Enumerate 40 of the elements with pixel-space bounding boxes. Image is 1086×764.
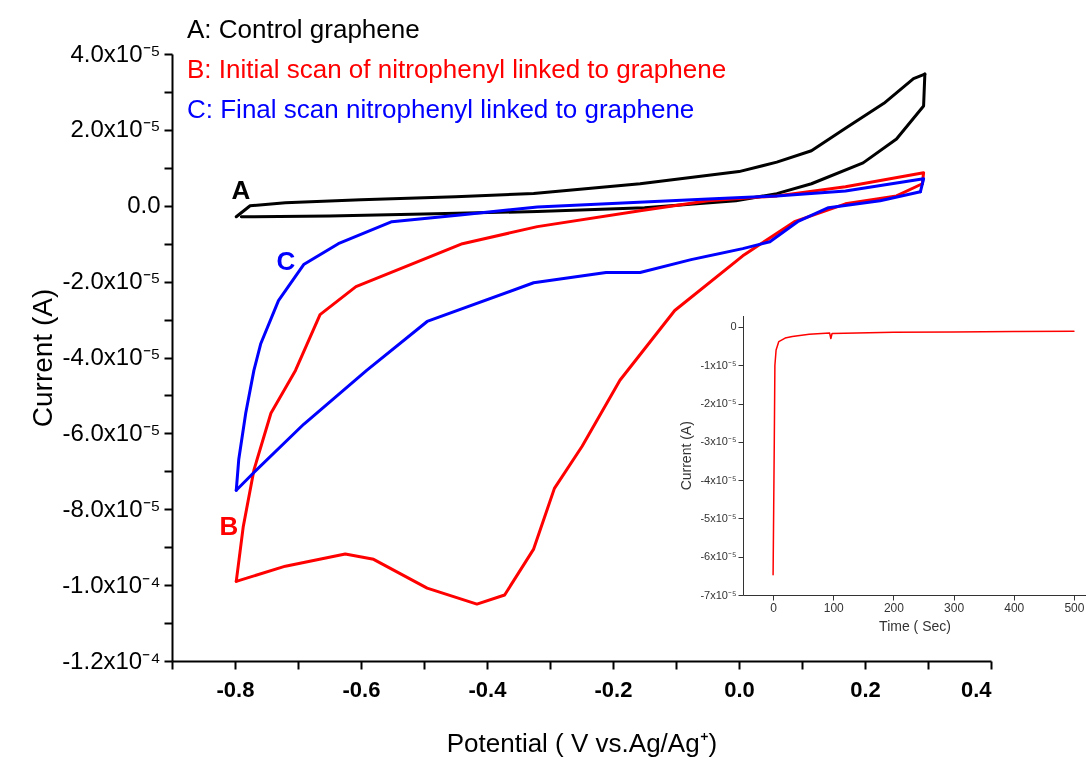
annotation: C: [276, 246, 296, 276]
y-tick-label: -6x10⁻⁵: [700, 550, 737, 563]
annotation: A: [231, 175, 251, 205]
y-tick-label: 0: [730, 320, 737, 333]
y-tick-label: -1x10⁻⁵: [700, 358, 737, 371]
x-tick-label: 100: [823, 600, 845, 615]
x-tick-label: -0.4: [468, 676, 508, 702]
x-tick-label: 0.4: [960, 676, 993, 702]
y-tick-label: 2.0x10⁻⁵: [70, 115, 161, 143]
text: A: Control graphene: [187, 14, 420, 44]
text: B: Initial scan of nitrophenyl linked to graphene: [187, 54, 727, 84]
y-tick-label: 0.0: [127, 191, 161, 219]
x-tick-label: 0: [770, 600, 778, 615]
y-tick-label: -2x10⁻⁵: [700, 397, 737, 410]
x-tick-label: 0.0: [724, 676, 755, 702]
y-tick-label: -8.0x10⁻⁵: [62, 494, 161, 522]
y-tick-label: -1.0x10⁻⁴: [62, 570, 161, 598]
x-tick-label: 500: [1064, 600, 1085, 615]
text: C: Final scan nitrophenyl linked to graphene: [187, 94, 695, 124]
y-tick-label: -4.0x10⁻⁵: [62, 343, 161, 370]
x-tick-label: 400: [1004, 600, 1025, 615]
x-axis-title: Potential ( V vs.Ag/Ag⁺): [446, 727, 718, 758]
y-tick-label: -7x10⁻⁵: [700, 588, 737, 601]
x-tick-label: -0.6: [342, 676, 381, 702]
x-tick-label: 200: [883, 600, 905, 615]
x-tick-label: -0.2: [594, 676, 633, 702]
y-tick-label: -4x10⁻⁵: [700, 473, 737, 486]
y-tick-label: -5x10⁻⁵: [700, 511, 737, 524]
y-tick-label: -2.0x10⁻⁵: [62, 267, 161, 295]
x-tick-label: 300: [944, 600, 965, 615]
y-tick-label: 4.0x10⁻⁵: [70, 39, 161, 67]
y-axis-title: Current (A): [27, 288, 59, 428]
y-tick-label: -1.2x10⁻⁴: [62, 646, 161, 674]
y-tick-label: -6.0x10⁻⁵: [62, 418, 161, 446]
x-tick-label: 0.2: [850, 676, 881, 702]
y-axis-title: Current (A): [678, 421, 695, 491]
y-tick-label: -3x10⁻⁵: [700, 435, 737, 448]
x-tick-label: -0.8: [216, 676, 255, 702]
annotation: B: [219, 511, 239, 541]
x-axis-title: Time ( Sec): [879, 617, 951, 634]
